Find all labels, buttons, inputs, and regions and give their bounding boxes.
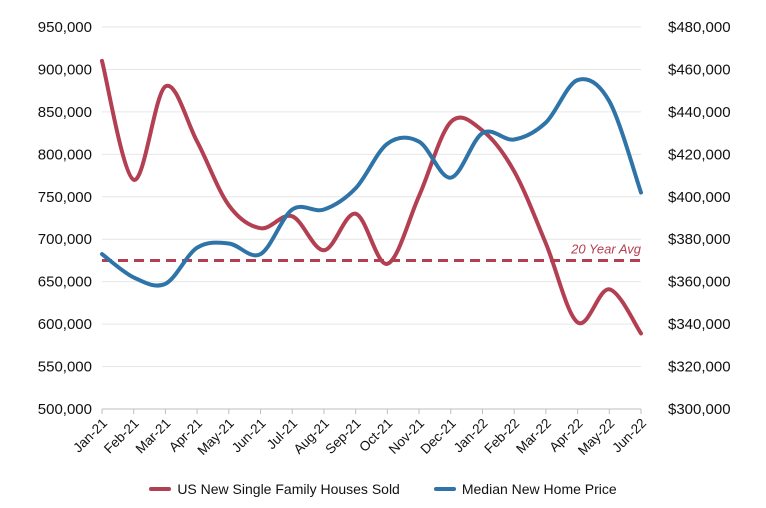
legend-label-houses-sold: US New Single Family Houses Sold bbox=[177, 481, 400, 497]
right-tick-label: $360,000 bbox=[668, 274, 731, 291]
left-tick-label: 700,000 bbox=[38, 231, 92, 248]
x-tick-label: Jun-22 bbox=[609, 416, 649, 456]
gridlines bbox=[102, 26, 641, 368]
reference-line-label: 20 Year Avg bbox=[570, 241, 642, 256]
right-tick-label: $320,000 bbox=[668, 359, 731, 376]
x-tick-label: Feb-22 bbox=[481, 416, 522, 457]
left-tick-label: 550,000 bbox=[38, 359, 92, 376]
series-group bbox=[100, 58, 643, 336]
left-axis: 500,000 550,000 600,000 650,000 700,000 750,0… bbox=[38, 19, 92, 418]
legend-item-median-price: Median New Home Price bbox=[433, 481, 617, 497]
legend-swatch-median-price bbox=[433, 487, 456, 491]
x-tick-label: Mar-22 bbox=[513, 416, 554, 457]
right-tick-label: $480,000 bbox=[668, 19, 731, 36]
right-tick-label: $420,000 bbox=[668, 146, 731, 163]
left-tick-label: 900,000 bbox=[38, 61, 92, 78]
left-tick-label: 800,000 bbox=[38, 146, 92, 163]
right-axis: $300,000 $320,000 $340,000 $360,000 $380,000… bbox=[668, 19, 731, 418]
x-tick-label: Dec-21 bbox=[417, 416, 458, 457]
x-tick-label: Sep-21 bbox=[322, 416, 363, 457]
left-tick-label: 600,000 bbox=[38, 316, 92, 333]
x-axis: Jan-21Feb-21Mar-21Apr-21May-21Jun-21Jul-… bbox=[70, 408, 649, 458]
left-tick-label: 850,000 bbox=[38, 104, 92, 121]
right-tick-label: $340,000 bbox=[668, 316, 731, 333]
x-tick-label: Mar-21 bbox=[133, 416, 174, 457]
legend-swatch-houses-sold bbox=[149, 487, 172, 491]
left-tick-label: 650,000 bbox=[38, 274, 92, 291]
right-tick-label: $400,000 bbox=[668, 189, 731, 206]
right-tick-label: $300,000 bbox=[668, 401, 731, 418]
series-line-median-price bbox=[100, 77, 643, 288]
legend-item-houses-sold: US New Single Family Houses Sold bbox=[149, 481, 400, 497]
right-tick-label: $380,000 bbox=[668, 231, 731, 248]
left-tick-label: 500,000 bbox=[38, 401, 92, 418]
left-tick-label: 750,000 bbox=[38, 189, 92, 206]
x-tick-label: Feb-21 bbox=[101, 416, 142, 457]
right-tick-label: $440,000 bbox=[668, 104, 731, 121]
series-line-houses-sold bbox=[100, 58, 643, 336]
x-tick-label: Jun-21 bbox=[229, 416, 269, 456]
legend: US New Single Family Houses Sold Median … bbox=[0, 481, 766, 497]
legend-label-median-price: Median New Home Price bbox=[461, 481, 617, 497]
right-tick-label: $460,000 bbox=[668, 61, 731, 78]
left-tick-label: 950,000 bbox=[38, 19, 92, 36]
